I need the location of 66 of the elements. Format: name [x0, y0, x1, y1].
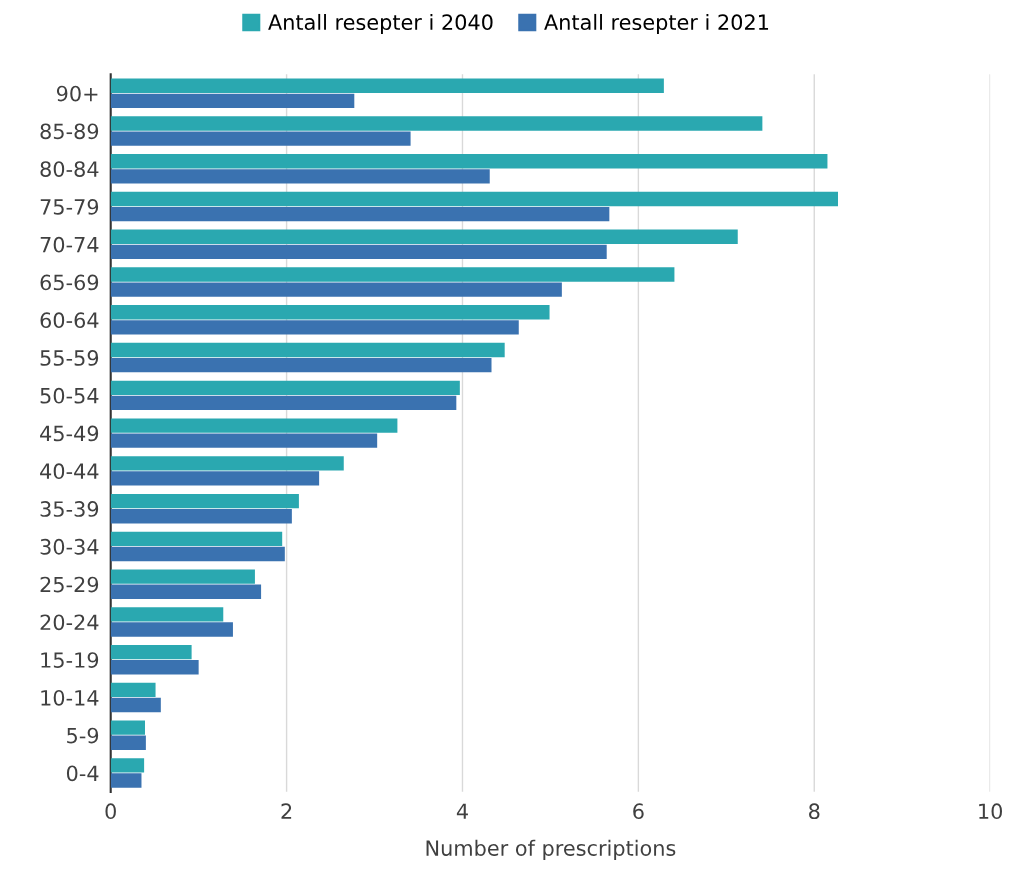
x-tick-label: 10 [979, 803, 1003, 820]
x-tick-label: 8 [809, 803, 820, 820]
bar [110, 509, 292, 524]
bar [110, 584, 262, 599]
y-tick-label: 40-44 [40, 463, 99, 480]
bar [110, 357, 492, 373]
bar [110, 607, 224, 622]
bar [110, 154, 828, 169]
bar [110, 244, 607, 260]
y-tick-label: 65-69 [40, 274, 99, 291]
x-tick-label: 0 [105, 803, 116, 820]
bar [110, 267, 675, 282]
x-tick-label: 6 [633, 803, 644, 820]
bar [110, 191, 839, 207]
bar [110, 546, 285, 562]
bar [110, 229, 738, 244]
y-tick-label: 45-49 [40, 425, 99, 442]
bar [110, 395, 457, 411]
bar [110, 456, 344, 471]
bar [110, 78, 664, 93]
bar [110, 682, 156, 698]
bar [110, 282, 562, 297]
bar [110, 735, 146, 750]
bar [110, 493, 299, 509]
bar [110, 93, 355, 108]
bar [110, 206, 610, 222]
bar [110, 758, 145, 773]
bar [110, 773, 142, 788]
bar [110, 116, 763, 131]
y-tick-label: 25-29 [40, 576, 99, 593]
legend-label: Antall resepter i 2021 [544, 13, 769, 35]
bar [110, 622, 233, 637]
y-tick-label: 10-14 [41, 689, 99, 706]
y-tick-label: 85-89 [40, 123, 99, 140]
y-tick-label: 20-24 [40, 614, 99, 631]
x-axis-title: Number of prescriptions [426, 839, 676, 860]
bar [110, 433, 378, 448]
x-tick-label: 2 [281, 803, 292, 819]
y-tick-label: 15-19 [41, 652, 99, 668]
x-tick-label: 4 [456, 803, 468, 819]
bar [110, 644, 192, 660]
bar [110, 697, 161, 713]
bar [110, 418, 398, 433]
bar [110, 342, 505, 358]
y-tick-label: 60-64 [40, 312, 99, 329]
y-tick-label: 55-59 [40, 350, 99, 366]
y-tick-label: 50-54 [40, 387, 99, 404]
bar [110, 471, 320, 486]
y-tick-label: 0-4 [66, 765, 99, 782]
y-tick-label: 5-9 [67, 727, 99, 744]
bar [110, 380, 460, 395]
y-tick-label: 70-74 [40, 236, 99, 253]
bar [110, 131, 411, 146]
bar [110, 531, 283, 547]
y-tick-label: 80-84 [40, 161, 99, 177]
y-tick-label: 75-79 [40, 199, 99, 215]
y-tick-label: 35-39 [40, 501, 99, 517]
y-tick-label: 90+ [56, 85, 98, 102]
bar [110, 569, 255, 584]
y-tick-label: 30-34 [40, 538, 99, 555]
legend-label: Antall resepter i 2040 [268, 13, 493, 35]
bar [110, 660, 199, 675]
bar [110, 169, 490, 184]
bar [110, 720, 145, 735]
bar [110, 320, 519, 335]
bar [110, 305, 550, 320]
